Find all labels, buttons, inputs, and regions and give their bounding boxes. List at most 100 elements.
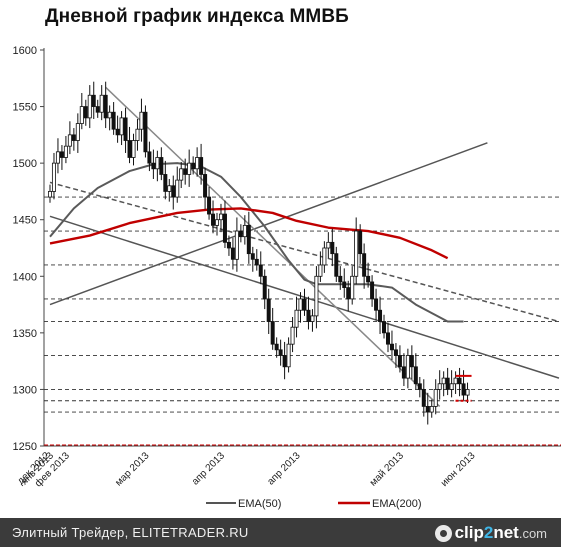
candle-body bbox=[393, 349, 398, 356]
candle-body bbox=[370, 281, 375, 300]
candle-body bbox=[445, 377, 450, 390]
candle-body bbox=[63, 145, 68, 158]
candle-body bbox=[238, 230, 243, 238]
trend-line bbox=[105, 86, 441, 407]
candle-body bbox=[59, 151, 64, 158]
candle-body bbox=[358, 230, 363, 255]
candle-body bbox=[433, 389, 438, 407]
chart-title: Дневной график индекса ММВБ bbox=[45, 6, 349, 27]
candle-body bbox=[234, 230, 239, 260]
candle-body bbox=[75, 123, 80, 141]
x-tick-label: июн 2013 bbox=[439, 450, 478, 489]
candle-body bbox=[453, 377, 458, 385]
candle-body bbox=[389, 343, 394, 351]
candle-body bbox=[425, 405, 430, 413]
candle-body bbox=[266, 298, 271, 322]
candle-body bbox=[250, 253, 255, 260]
candle-body bbox=[461, 383, 466, 396]
candle-body bbox=[147, 151, 152, 164]
candle-body bbox=[326, 241, 331, 249]
candle-body bbox=[429, 405, 434, 413]
candle-body bbox=[207, 196, 212, 215]
candle-body bbox=[362, 253, 367, 277]
candle-body bbox=[195, 157, 200, 170]
candle-body bbox=[222, 213, 227, 243]
ema200-line bbox=[49, 207, 449, 260]
x-tick-label: апр 2013 bbox=[190, 450, 227, 487]
candle-body bbox=[342, 281, 347, 289]
candle-body bbox=[246, 224, 251, 255]
candle-body bbox=[155, 157, 160, 170]
candle-body bbox=[385, 332, 390, 345]
candle-body bbox=[119, 117, 124, 136]
candle-body bbox=[211, 213, 216, 226]
candle-body bbox=[91, 94, 96, 107]
candle-body bbox=[421, 389, 426, 407]
candle-body bbox=[262, 275, 267, 300]
candle-body bbox=[159, 157, 164, 175]
candle-body bbox=[338, 275, 343, 283]
candle-body bbox=[409, 355, 414, 368]
candle-body bbox=[334, 253, 339, 277]
candle-body bbox=[115, 128, 120, 136]
candle-body bbox=[191, 162, 196, 170]
legend-ema200-label: EMA(200) bbox=[372, 498, 422, 510]
candle-body bbox=[55, 151, 60, 164]
candle-body bbox=[314, 275, 319, 317]
candle-body bbox=[318, 264, 323, 277]
candle-body bbox=[366, 275, 371, 283]
candle-body bbox=[413, 366, 418, 385]
candle-body bbox=[350, 275, 355, 300]
candle-body bbox=[382, 321, 387, 334]
candle-body bbox=[67, 134, 72, 147]
candle-body bbox=[437, 383, 442, 390]
clip2net-logo-text: clip2net.com bbox=[454, 523, 547, 542]
footer-source-text: Элитный Трейдер, ELITETRADER.RU bbox=[12, 525, 249, 540]
candle-body bbox=[310, 315, 315, 322]
candle-body bbox=[378, 309, 383, 322]
candle-body bbox=[163, 174, 168, 192]
candle-body bbox=[131, 140, 136, 158]
candle-body bbox=[171, 185, 176, 198]
candle-body bbox=[405, 355, 410, 379]
candle-body bbox=[278, 349, 283, 356]
footer-bar: Элитный Трейдер, ELITETRADER.RU clip2net… bbox=[0, 518, 561, 547]
candle-body bbox=[187, 162, 192, 175]
candle-body bbox=[298, 298, 303, 311]
candle-body bbox=[230, 247, 235, 260]
candle-body bbox=[79, 106, 84, 124]
candle-body bbox=[449, 383, 454, 390]
candle-body bbox=[71, 134, 76, 141]
candle-body bbox=[127, 140, 132, 158]
candle-body bbox=[274, 343, 279, 351]
candle-body bbox=[111, 111, 116, 130]
candle-body bbox=[254, 258, 259, 266]
candle-body bbox=[167, 185, 172, 192]
clip2net-logo-icon bbox=[434, 524, 452, 542]
candle-body bbox=[270, 321, 275, 345]
y-tick-label: 1400 bbox=[13, 271, 37, 283]
candle-body bbox=[294, 309, 299, 328]
y-tick-label: 1550 bbox=[13, 102, 37, 114]
y-tick-label: 1300 bbox=[13, 384, 37, 396]
candle-body bbox=[330, 241, 335, 255]
candle-body bbox=[401, 366, 406, 379]
x-tick-label: апр 2013 bbox=[265, 450, 302, 487]
candle-body bbox=[151, 162, 156, 170]
candle-body bbox=[374, 298, 379, 311]
candle-body bbox=[215, 219, 220, 226]
candle-body bbox=[95, 106, 100, 113]
candle-body bbox=[322, 247, 327, 266]
x-tick-label: май 2013 bbox=[368, 450, 407, 489]
trend-line bbox=[49, 142, 488, 306]
candle-body bbox=[139, 111, 144, 130]
candle-body bbox=[302, 298, 307, 311]
candle-body bbox=[99, 94, 104, 113]
candle-body bbox=[48, 191, 53, 198]
x-tick-label: мар 2013 bbox=[113, 450, 152, 489]
candle-body bbox=[465, 389, 470, 396]
candle-body bbox=[107, 111, 112, 119]
candle-body bbox=[286, 343, 291, 368]
candle-body bbox=[417, 383, 422, 390]
